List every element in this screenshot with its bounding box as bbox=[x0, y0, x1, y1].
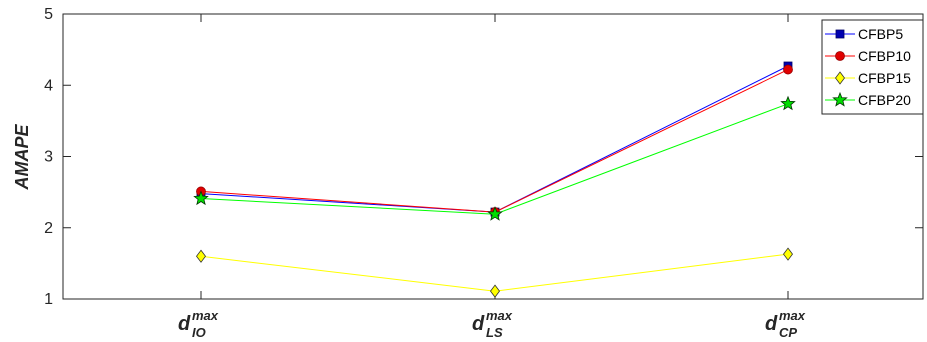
x-category-label: d max IO bbox=[178, 308, 219, 340]
plot-area-box bbox=[62, 13, 924, 300]
legend-swatch-marker bbox=[835, 29, 845, 39]
data-point bbox=[780, 95, 796, 111]
x-category-sub: IO bbox=[192, 325, 206, 340]
data-point bbox=[193, 190, 209, 206]
data-point bbox=[783, 64, 793, 75]
legend-swatch-marker bbox=[835, 71, 845, 85]
x-category-label: d max LS bbox=[472, 308, 513, 340]
data-point bbox=[782, 247, 794, 261]
legend-label: CFBP15 bbox=[858, 70, 911, 86]
y-tick-label: 3 bbox=[44, 149, 53, 166]
y-ticks: 1 2 3 4 5 bbox=[44, 6, 923, 308]
x-category-base: d bbox=[472, 313, 485, 335]
x-category-base: d bbox=[178, 313, 191, 335]
legend-item: CFBP15 bbox=[825, 70, 911, 86]
data-point bbox=[196, 249, 206, 263]
y-tick-label: 1 bbox=[44, 291, 53, 308]
y-tick-label: 2 bbox=[44, 220, 53, 237]
legend: CFBP5 CFBP10 CFBP15 CFBP20 bbox=[821, 19, 924, 115]
x-category-base: d bbox=[765, 313, 778, 335]
legend-item: CFBP10 bbox=[825, 48, 911, 64]
legend-swatch-marker bbox=[835, 51, 845, 61]
x-category-sub: LS bbox=[486, 325, 503, 340]
series-lines bbox=[193, 61, 796, 298]
x-category-label: d max CP bbox=[765, 308, 806, 340]
x-category-sup: max bbox=[192, 308, 219, 323]
axes bbox=[62, 13, 924, 300]
legend-label: CFBP20 bbox=[858, 92, 911, 108]
x-category-sup: max bbox=[486, 308, 513, 323]
y-tick-label: 5 bbox=[44, 6, 53, 23]
legend-label: CFBP10 bbox=[858, 48, 911, 64]
series-cfbp20 bbox=[193, 95, 796, 221]
legend-label: CFBP5 bbox=[858, 26, 903, 42]
legend-item: CFBP20 bbox=[825, 91, 911, 108]
x-category-sup: max bbox=[779, 308, 806, 323]
legend-swatch-marker bbox=[832, 91, 848, 107]
data-point bbox=[487, 206, 503, 221]
x-category-sub: CP bbox=[779, 325, 797, 340]
legend-item: CFBP5 bbox=[825, 26, 903, 42]
data-point bbox=[490, 284, 500, 298]
y-tick-label: 4 bbox=[44, 77, 53, 94]
series-cfbp15 bbox=[196, 247, 794, 298]
y-axis-label: AMAPE bbox=[12, 124, 32, 191]
